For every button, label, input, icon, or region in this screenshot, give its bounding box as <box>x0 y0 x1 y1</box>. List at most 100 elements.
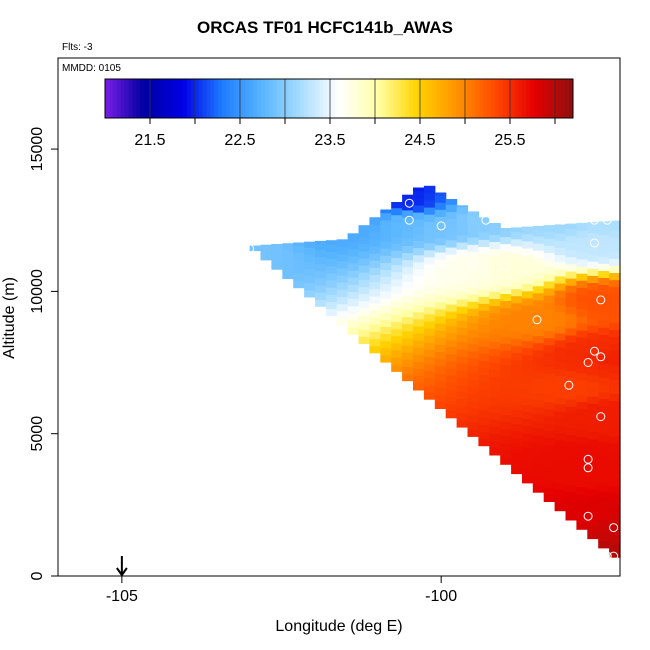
field-cell <box>423 199 436 208</box>
field-cell <box>304 289 316 298</box>
field-cell <box>511 359 523 368</box>
field-cell <box>609 229 621 238</box>
field-cell <box>565 427 577 436</box>
field-cell <box>402 194 414 197</box>
field-cell <box>445 403 458 412</box>
field-cell <box>489 248 501 257</box>
field-cell <box>587 253 599 262</box>
field-cell <box>456 377 469 385</box>
field-cell <box>511 381 523 389</box>
field-cell <box>576 337 588 345</box>
field-cell <box>434 323 447 331</box>
field-cell <box>336 239 349 240</box>
field-cell <box>260 245 272 254</box>
y-axis-label: Altitude (m) <box>1 277 18 359</box>
field-cell <box>467 400 479 409</box>
field-cell <box>500 357 512 366</box>
field-cell <box>478 217 490 226</box>
colorbar: 21.5 22.5 23.5 24.5 25.5 <box>104 78 574 149</box>
field-cell <box>434 244 447 253</box>
colorbar-swatch <box>428 79 434 118</box>
sample-point <box>532 315 542 325</box>
field-cell <box>598 462 610 471</box>
sample-point <box>481 215 491 225</box>
field-cell <box>554 489 567 497</box>
field-cell <box>565 455 577 464</box>
colorbar-swatch <box>132 79 137 118</box>
field-cell <box>587 268 599 276</box>
field-cell <box>391 278 403 287</box>
field-cell <box>369 338 381 347</box>
field-cell <box>478 296 490 304</box>
field-cell <box>522 418 534 427</box>
field-cell <box>369 274 381 283</box>
field-cell <box>478 324 490 333</box>
field-cell <box>467 329 479 338</box>
field-cell <box>380 226 392 235</box>
field-cell <box>456 220 469 229</box>
sample-points <box>245 181 619 561</box>
field-cell <box>391 236 403 244</box>
field-cell <box>423 384 436 393</box>
field-cell <box>402 316 414 325</box>
field-cell <box>500 378 512 387</box>
field-cell <box>423 299 436 308</box>
field-cell <box>598 434 610 442</box>
field-cell <box>609 322 621 330</box>
colorbar-swatch <box>417 79 422 118</box>
field-cell <box>598 426 610 435</box>
field-cell <box>391 271 403 280</box>
field-cell <box>532 225 545 230</box>
field-cell <box>445 204 458 212</box>
field-cell <box>609 450 621 459</box>
field-cell <box>511 227 523 233</box>
field-cell <box>522 454 534 462</box>
colorbar-swatch <box>183 79 188 118</box>
date-label: MMDD: 0105 <box>62 63 121 74</box>
field-cell <box>315 242 327 250</box>
chart-title: ORCAS TF01 HCFC141b_AWAS <box>197 18 453 37</box>
field-cell <box>489 269 501 278</box>
field-cell <box>543 437 556 445</box>
field-cell <box>402 295 414 303</box>
field-cell <box>413 283 425 291</box>
colorbar-tick-label: 22.5 <box>224 132 255 149</box>
field-cell <box>565 498 577 507</box>
field-cell <box>369 267 381 275</box>
field-cell <box>565 270 577 279</box>
field-cell <box>402 259 414 268</box>
field-cell <box>347 233 360 236</box>
field-cell <box>554 332 567 341</box>
field-cell <box>500 350 512 359</box>
colorbar-swatch <box>292 79 297 118</box>
field-cell <box>522 333 534 342</box>
colorbar-swatch <box>557 79 562 118</box>
colorbar-swatch <box>233 79 239 118</box>
field-cell <box>489 334 501 342</box>
field-cell <box>456 249 469 257</box>
field-cell <box>434 358 447 367</box>
field-cell <box>543 480 556 488</box>
field-cell <box>413 226 425 234</box>
field-cell <box>511 437 523 446</box>
field-cell <box>522 425 534 434</box>
field-cell <box>587 488 599 497</box>
field-cell <box>325 258 338 267</box>
field-cell <box>402 224 414 232</box>
field-cell <box>554 382 567 391</box>
field-cell <box>391 307 403 315</box>
plot-frame <box>57 57 621 577</box>
field-cell <box>434 301 447 310</box>
field-cell <box>423 335 436 343</box>
field-cell <box>587 467 599 476</box>
field-cell <box>511 345 523 354</box>
field-cell <box>271 244 283 249</box>
colorbar-swatch <box>151 79 157 118</box>
field-cell <box>522 304 534 313</box>
field-cell <box>423 242 436 251</box>
field-cell <box>402 302 414 310</box>
field-cell <box>456 327 469 336</box>
field-cell <box>543 280 556 289</box>
field-cell <box>587 282 599 291</box>
field-cell <box>445 303 458 312</box>
